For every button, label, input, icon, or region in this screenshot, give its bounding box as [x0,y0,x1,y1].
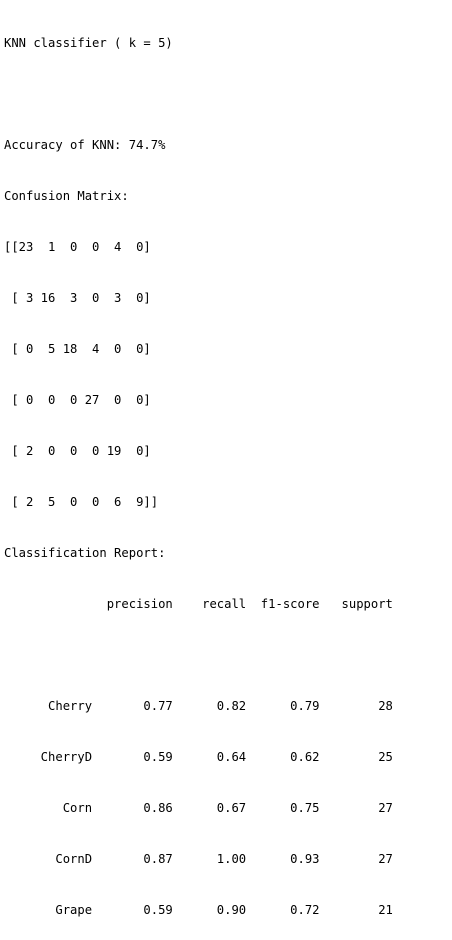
accuracy-line: Accuracy of KNN: 74.7% [4,138,166,152]
confusion-matrix-row: [ 2 5 0 0 6 9]] [4,495,159,509]
confusion-matrix-title: Confusion Matrix: [4,189,129,203]
blank-line [4,647,393,664]
report-header-row: precision recall f1-score support [4,597,393,611]
report-row: CherryD 0.59 0.64 0.62 25 [4,750,393,764]
confusion-matrix-row: [ 3 16 3 0 3 0] [4,291,151,305]
confusion-matrix-row: [ 2 0 0 0 19 0] [4,444,151,458]
blank-line [4,86,393,103]
confusion-matrix-row: [ 0 5 18 4 0 0] [4,342,151,356]
classification-report-title: Classification Report: [4,546,166,560]
report-row: Grape 0.59 0.90 0.72 21 [4,903,393,917]
report-row: Cherry 0.77 0.82 0.79 28 [4,699,393,713]
report-row: CornD 0.87 1.00 0.93 27 [4,852,393,866]
header-line: KNN classifier ( k = 5) [4,36,173,50]
console-output: KNN classifier ( k = 5) Accuracy of KNN:… [4,1,393,940]
report-row: Corn 0.86 0.67 0.75 27 [4,801,393,815]
confusion-matrix-row: [ 0 0 0 27 0 0] [4,393,151,407]
confusion-matrix-row: [[23 1 0 0 4 0] [4,240,151,254]
